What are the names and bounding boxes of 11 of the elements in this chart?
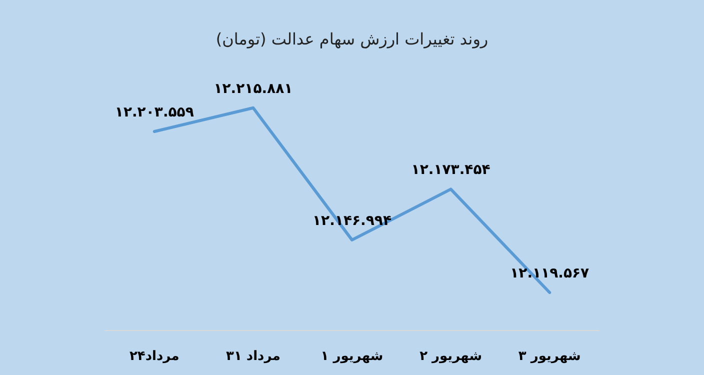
chart-title: روند تغییرات ارزش سهام عدالت (تومان) — [216, 30, 488, 48]
x-tick-label: ۳۱ مرداد — [226, 349, 280, 364]
data-label: ۱۲.۱۴۶.۹۹۴ — [312, 212, 392, 229]
x-tick-label: ۱ شهریور — [320, 349, 384, 364]
data-label: ۱۲.۲۰۳.۵۵۹ — [114, 104, 194, 121]
x-tick-label: ۲ شهریور — [420, 349, 482, 364]
data-label: ۱۲.۲۱۵.۸۸۱ — [214, 80, 293, 97]
data-label: ۱۲.۱۱۹.۵۶۷ — [510, 265, 590, 282]
data-label: ۱۲.۱۷۳.۴۵۴ — [411, 162, 491, 178]
x-tick-label: ۲۴مرداد — [129, 349, 180, 364]
x-tick-label: ۳ شهریور — [518, 349, 581, 364]
